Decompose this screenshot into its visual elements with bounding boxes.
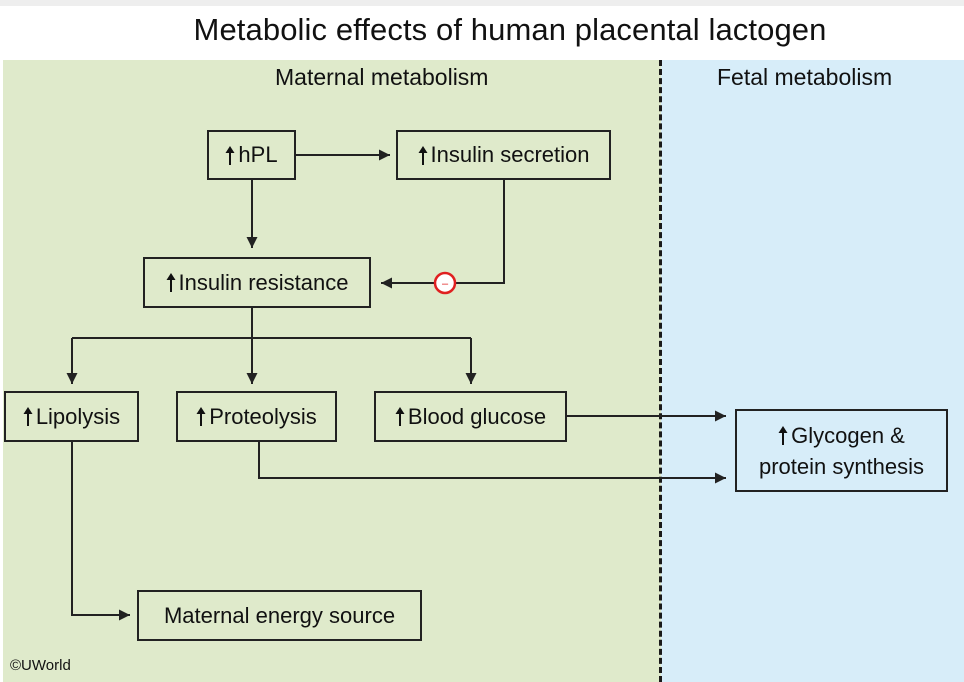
- inhibition-symbol: –: [442, 278, 449, 290]
- inhibition-icon: [433, 271, 457, 295]
- diagram-title: Metabolic effects of human placental lac…: [193, 12, 827, 47]
- node-hpl-label: hPL: [238, 142, 278, 167]
- node-insulin-resistance-label: Insulin resistance: [178, 269, 349, 295]
- node-glycogen-protein-synthesis: Glycogen & protein synthesis: [735, 409, 948, 492]
- node-maternal-energy-label: Maternal energy source: [163, 602, 396, 628]
- up-arrow-icon: [418, 145, 427, 165]
- up-arrow-icon: [23, 407, 33, 426]
- maternal-section-title: Maternal metabolism: [275, 64, 489, 90]
- arrow-proteolysis-to-glycogen: [258, 442, 726, 484]
- node-glycogen-label-line1: Glycogen &: [791, 422, 905, 448]
- node-lipolysis: Lipolysis: [4, 391, 139, 442]
- node-blood-glucose: Blood glucose: [374, 391, 567, 442]
- up-arrow-icon: [196, 407, 206, 426]
- arrow-lipolysis-to-energy: [71, 442, 130, 621]
- panel-divider: [659, 60, 662, 682]
- node-hpl: hPL: [207, 130, 296, 180]
- copyright-credit: ©UWorld: [10, 657, 71, 674]
- top-strip: [0, 0, 964, 6]
- fetal-panel: [661, 60, 964, 682]
- node-insulin-secretion: Insulin secretion: [396, 130, 611, 180]
- node-proteolysis-label: Proteolysis: [209, 403, 317, 429]
- arrow-insulin-secretion-inhibits-resistance: [456, 180, 505, 284]
- node-lipolysis-label: Lipolysis: [35, 403, 121, 429]
- maternal-panel: [3, 60, 661, 682]
- up-arrow-icon: [166, 273, 175, 292]
- fetal-section-title: Fetal metabolism: [717, 64, 893, 90]
- node-insulin-secretion-label: Insulin secretion: [430, 142, 590, 167]
- up-arrow-icon: [395, 407, 405, 426]
- node-proteolysis: Proteolysis: [176, 391, 337, 442]
- node-blood-glucose-label: Blood glucose: [407, 403, 547, 429]
- node-maternal-energy-source: Maternal energy source: [137, 590, 422, 641]
- node-insulin-resistance: Insulin resistance: [143, 257, 371, 308]
- up-arrow-icon: [778, 425, 788, 445]
- node-glycogen-label-line2: protein synthesis: [758, 453, 925, 479]
- up-arrow-icon: [225, 145, 235, 165]
